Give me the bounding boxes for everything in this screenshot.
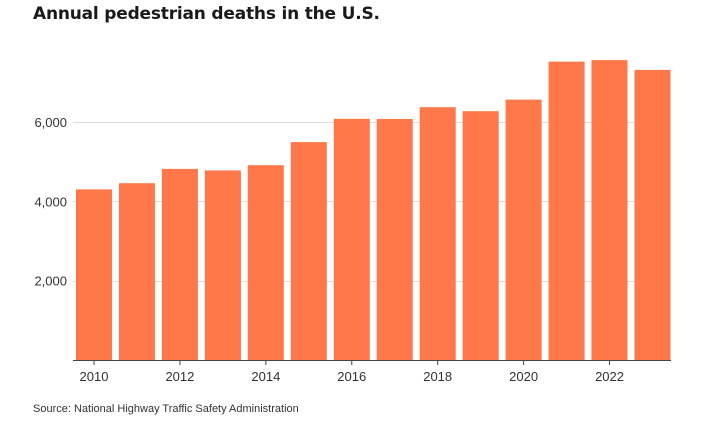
- bar-2014: [247, 165, 284, 360]
- chart-title: Annual pedestrian deaths in the U.S.: [33, 4, 380, 24]
- bars: [76, 60, 671, 361]
- x-tick-label-2022: 2022: [595, 369, 624, 384]
- bar-2018: [419, 107, 456, 360]
- x-tick-label-2016: 2016: [337, 369, 366, 384]
- x-tick-label-2010: 2010: [80, 369, 109, 384]
- y-tick-label: 4,000: [34, 194, 67, 209]
- bar-2023: [634, 69, 671, 361]
- bar-2011: [119, 183, 155, 360]
- y-tick-label: 6,000: [34, 115, 67, 130]
- bar-2012: [161, 168, 198, 360]
- bar-2010: [76, 189, 112, 360]
- bar-2020: [505, 99, 542, 360]
- bar-2015: [290, 142, 327, 360]
- x-tick-label-2014: 2014: [251, 369, 280, 384]
- x-tick-label-2020: 2020: [509, 369, 538, 384]
- x-tick-label-2018: 2018: [423, 369, 452, 384]
- bar-2022: [591, 60, 628, 360]
- y-tick-label: 2,000: [34, 274, 67, 289]
- bar-2019: [462, 111, 499, 360]
- bar-2016: [333, 118, 370, 360]
- x-tick-label-2012: 2012: [165, 369, 194, 384]
- y-axis-ticks: 2,000 4,000 6,000: [34, 115, 67, 289]
- x-axis-ticks: 2010 2012 2014 2016 2018 2020 2022: [80, 360, 624, 384]
- source-note: Source: National Highway Traffic Safety …: [33, 403, 299, 415]
- bar-2017: [376, 119, 413, 360]
- bar-2013: [204, 170, 241, 360]
- bar-2021: [548, 61, 585, 360]
